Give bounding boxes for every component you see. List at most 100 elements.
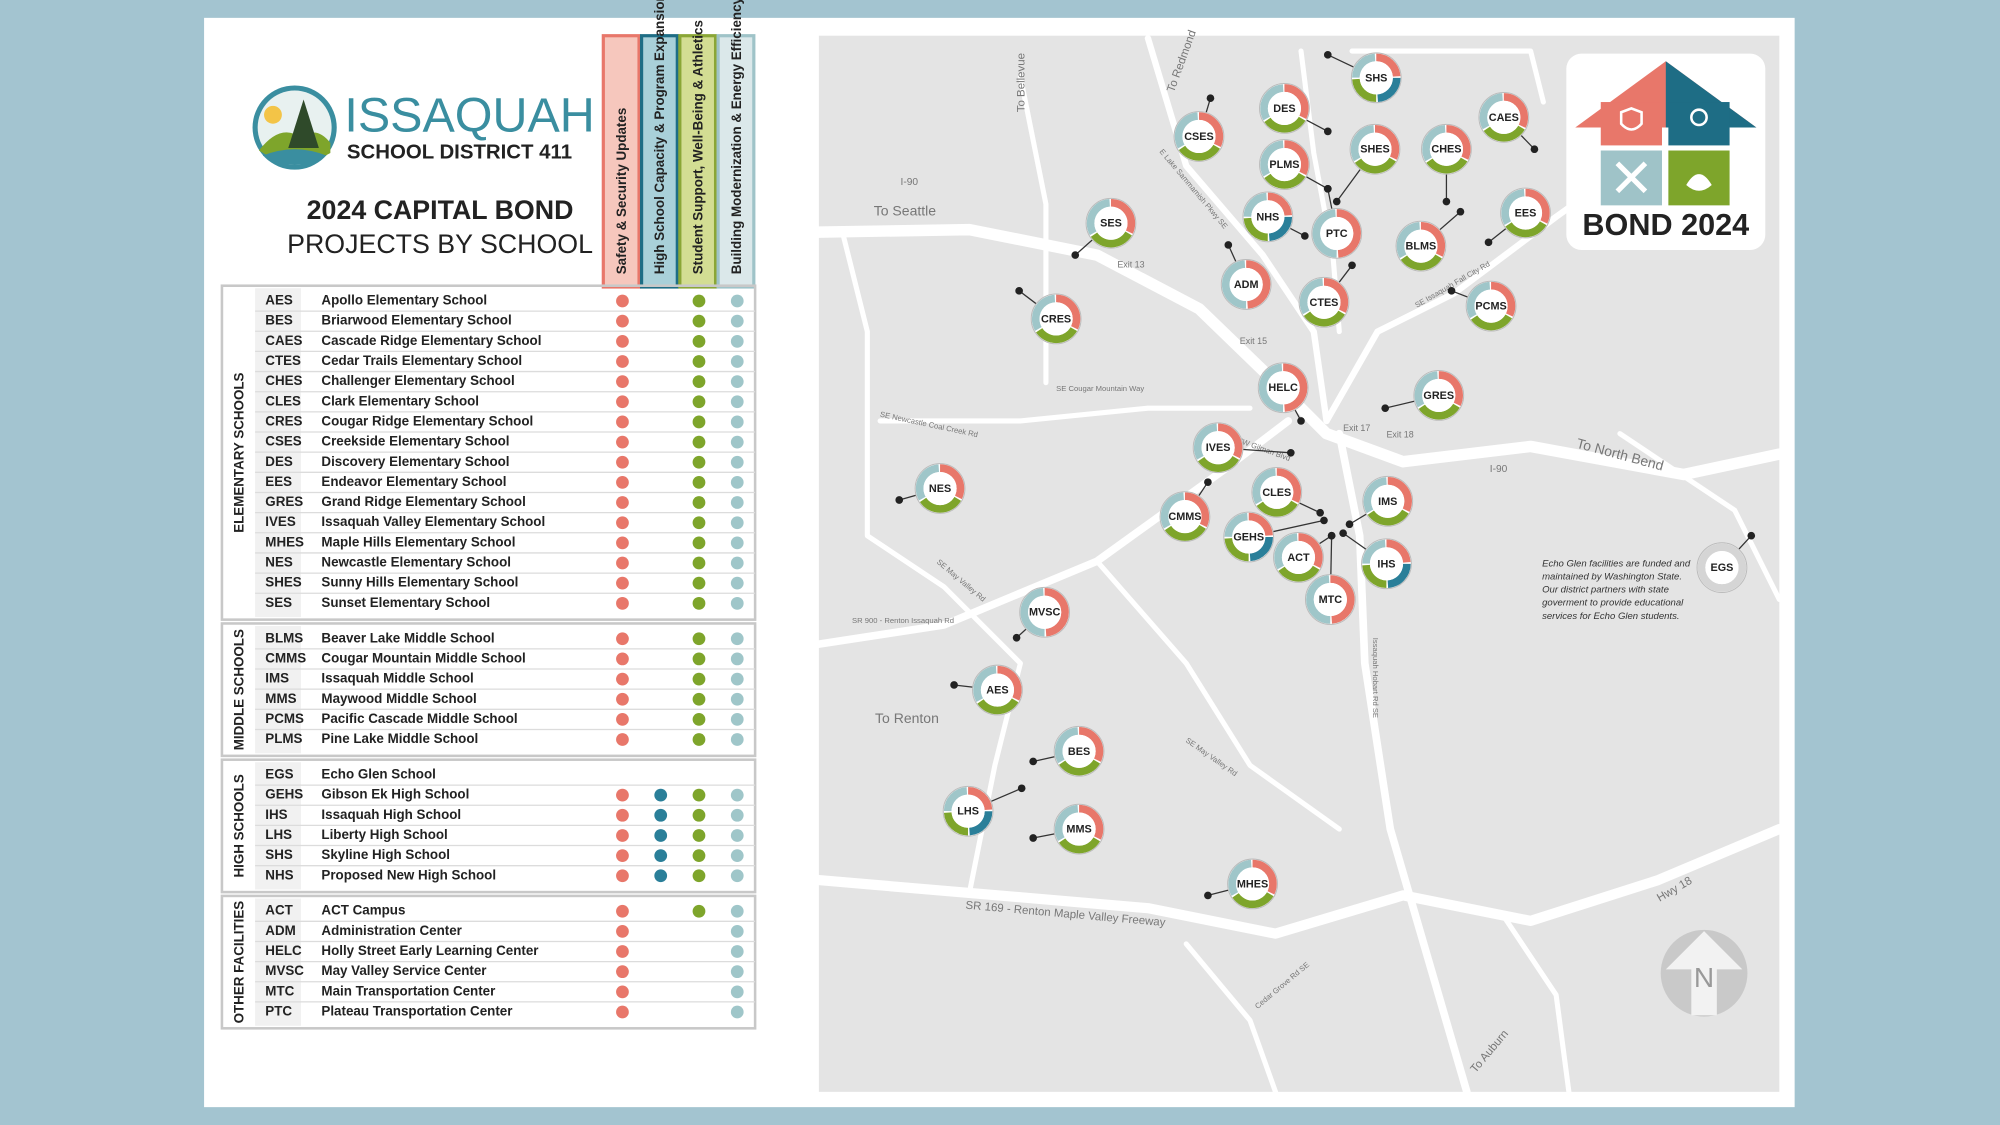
- ring-segment: [973, 665, 1022, 715]
- map-note: Echo Glen facilities are funded and: [1542, 558, 1691, 569]
- school-name: Discovery Elementary School: [321, 454, 509, 469]
- school-name: Proposed New High School: [321, 867, 496, 882]
- marker-label: IHS: [1377, 558, 1395, 570]
- leader-dot: [1012, 633, 1021, 642]
- school-code: IHS: [265, 807, 287, 822]
- school-name: Briarwood Elementary School: [321, 313, 511, 328]
- school-name: Beaver Lake Middle School: [321, 630, 494, 645]
- marker-label: DES: [1273, 103, 1295, 115]
- school-name: Creekside Elementary School: [321, 434, 509, 449]
- project-dot: [692, 395, 706, 409]
- ring-segment: [1224, 512, 1273, 562]
- column-header: [601, 34, 641, 289]
- project-dot: [692, 576, 706, 590]
- ring-segment: [1274, 533, 1323, 582]
- project-dot: [616, 692, 629, 706]
- school-name: Cougar Ridge Elementary School: [321, 413, 533, 428]
- marker-center: [1404, 229, 1438, 263]
- badge-text: BOND 2024: [1582, 208, 1749, 242]
- project-dot: [692, 516, 706, 530]
- marker-center: [1062, 812, 1096, 846]
- ring-segment: [1299, 278, 1349, 327]
- marker-label: HELC: [1268, 382, 1298, 394]
- ring-segment: [1396, 221, 1446, 271]
- leader-dot: [1381, 404, 1390, 412]
- map-label: I-90: [1490, 464, 1508, 475]
- leader-dot: [1204, 478, 1212, 486]
- ring-segment: [1466, 281, 1516, 331]
- project-dot: [692, 672, 706, 686]
- marker-center: [1028, 595, 1062, 629]
- project-dot: [730, 829, 744, 842]
- school-name: Issaquah Middle School: [321, 671, 473, 686]
- leader-dot: [895, 496, 904, 504]
- marker-center: [1232, 520, 1266, 554]
- leader-dot: [1029, 834, 1037, 842]
- marker-center: [1039, 302, 1073, 336]
- project-dot: [730, 375, 744, 389]
- project-dot: [730, 632, 744, 646]
- ring-segment: [1228, 859, 1277, 909]
- ring-segment: [1020, 588, 1069, 637]
- ring-segment: [1243, 192, 1293, 242]
- project-dot: [616, 496, 629, 509]
- column-label: Safety & Security Updates: [614, 108, 629, 275]
- leader-dot: [1456, 207, 1465, 216]
- project-dot: [654, 849, 668, 862]
- project-dot: [692, 733, 706, 746]
- ring-segment: [1160, 492, 1210, 541]
- ring-segment: [1193, 423, 1243, 472]
- ring-segment: [1252, 468, 1302, 517]
- ring-segment: [1352, 53, 1401, 103]
- school-code: AES: [265, 293, 293, 308]
- project-dot: [730, 808, 744, 822]
- project-dot: [692, 596, 706, 610]
- project-dot: [616, 808, 629, 822]
- ring-segment: [1274, 533, 1323, 582]
- marker-center: [1307, 285, 1341, 319]
- ring-segment: [1193, 423, 1243, 472]
- map-label: Exit 15: [1240, 336, 1267, 346]
- project-dot: [616, 632, 629, 646]
- marker-center: [1371, 484, 1405, 518]
- school-code: SHS: [265, 847, 293, 862]
- ring-segment: [1193, 423, 1243, 472]
- ring-segment: [915, 464, 965, 513]
- ring-segment: [1299, 278, 1349, 327]
- marker-label: ACT: [1287, 552, 1310, 564]
- project-dot: [616, 536, 629, 550]
- school-code: CAES: [265, 333, 302, 348]
- project-dot: [692, 808, 706, 822]
- leader-dot: [1323, 127, 1332, 136]
- school-name: Maple Hills Elementary School: [321, 534, 515, 549]
- compass-label: N: [1694, 962, 1714, 993]
- ring-segment: [1414, 371, 1464, 420]
- school-name: Newcastle Elementary School: [321, 555, 511, 570]
- project-dot: [616, 596, 629, 610]
- project-dot: [730, 652, 744, 666]
- marker-center: [1266, 371, 1300, 405]
- marker-label: MMS: [1066, 824, 1091, 836]
- project-dot: [616, 904, 629, 918]
- compass: N: [1660, 929, 1748, 1017]
- project-dot: [616, 314, 629, 328]
- ring-segment: [1350, 125, 1400, 174]
- school-code: EGS: [265, 767, 293, 782]
- map-label: I-90: [901, 177, 919, 188]
- project-dot: [730, 536, 744, 550]
- project-dot: [692, 375, 706, 389]
- marker-center: [1094, 206, 1128, 240]
- marker-label: CSES: [1184, 131, 1213, 143]
- ring-segment: [973, 665, 1022, 715]
- school-code: CMMS: [265, 650, 306, 665]
- ring-segment: [1031, 294, 1081, 344]
- project-dot: [730, 355, 744, 368]
- school-name: Cascade Ridge Elementary School: [321, 333, 541, 348]
- marker-label: CLES: [1262, 487, 1291, 499]
- leader-dot: [1530, 145, 1539, 154]
- ring-segment: [1501, 188, 1550, 238]
- school-code: GEHS: [265, 787, 303, 802]
- ring-segment: [1479, 93, 1529, 142]
- leader-dot: [1484, 238, 1493, 247]
- school-name: Pacific Cascade Middle School: [321, 711, 517, 726]
